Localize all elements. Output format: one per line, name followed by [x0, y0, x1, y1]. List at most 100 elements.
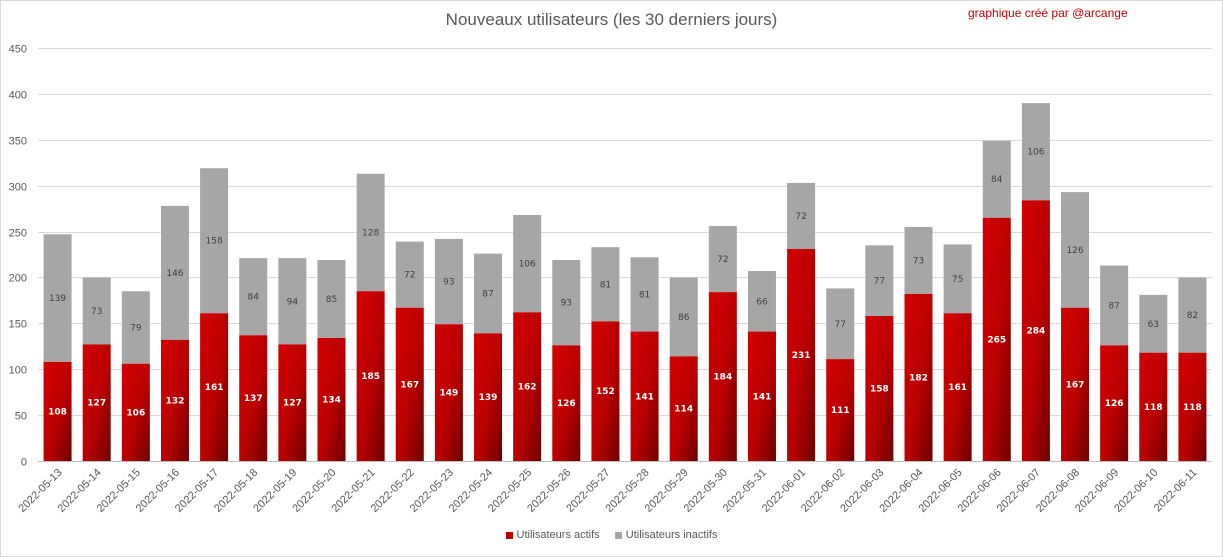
data-label-active: 182	[909, 373, 928, 383]
y-tick-label: 200	[9, 273, 27, 285]
data-label-inactive: 158	[206, 237, 223, 247]
data-label-inactive: 72	[404, 271, 415, 281]
data-label-active: 118	[1183, 403, 1202, 413]
data-label-inactive: 75	[952, 275, 963, 285]
data-label-inactive: 84	[248, 293, 260, 303]
bar-inactive	[160, 205, 189, 340]
data-label-inactive: 81	[639, 290, 650, 300]
data-label-inactive: 79	[130, 323, 142, 333]
bar-active	[669, 356, 698, 461]
bar-inactive	[239, 258, 268, 336]
data-label-inactive: 77	[835, 320, 846, 330]
bar-inactive	[1139, 294, 1168, 353]
legend-item-inactive: Utilisateurs inactifs	[614, 529, 718, 541]
bar-inactive	[982, 140, 1011, 218]
bar-active	[1139, 352, 1168, 461]
bar-active	[747, 331, 776, 461]
bar-active	[43, 361, 72, 461]
bar-active	[1178, 352, 1207, 461]
bar-inactive	[630, 257, 659, 332]
bar-inactive	[395, 241, 424, 308]
data-label-active: 118	[1144, 403, 1163, 413]
data-label-inactive: 106	[1027, 148, 1044, 158]
bar-inactive	[1100, 265, 1129, 346]
bar-active	[474, 333, 503, 461]
data-label-inactive: 63	[1148, 320, 1159, 330]
bar-inactive	[43, 234, 72, 362]
bar-inactive	[121, 291, 150, 364]
bar-inactive	[904, 226, 933, 294]
y-tick-label: 100	[9, 365, 27, 377]
legend-item-active: Utilisateurs actifs	[505, 529, 600, 541]
legend-swatch-active	[505, 531, 513, 539]
bar-inactive	[1178, 277, 1207, 353]
data-label-active: 139	[479, 393, 498, 403]
data-label-inactive: 73	[913, 256, 924, 266]
bar-inactive	[513, 215, 542, 313]
bar-inactive	[669, 277, 698, 357]
data-label-inactive: 81	[600, 280, 611, 290]
data-label-active: 167	[1066, 380, 1085, 390]
data-label-active: 141	[753, 392, 772, 402]
bar-active	[630, 331, 659, 461]
data-label-inactive: 85	[326, 295, 337, 305]
legend-label-active: Utilisateurs actifs	[516, 529, 600, 541]
data-label-active: 132	[166, 396, 185, 406]
bar-inactive	[708, 226, 737, 293]
bar-active	[395, 307, 424, 461]
bar-inactive	[943, 244, 972, 314]
y-tick-label: 50	[15, 411, 27, 423]
chart-credit-annotation: graphique créé par @arcange	[968, 6, 1128, 20]
legend-swatch-inactive	[614, 531, 622, 539]
y-tick-label: 450	[9, 44, 27, 56]
data-label-inactive: 87	[482, 290, 493, 300]
data-label-inactive: 106	[519, 260, 536, 270]
data-label-active: 141	[635, 392, 654, 402]
bar-inactive	[826, 288, 855, 360]
data-label-active: 127	[283, 399, 302, 409]
bar-inactive	[865, 245, 894, 316]
data-label-active: 149	[440, 389, 459, 399]
data-label-active: 231	[792, 351, 811, 361]
bar-active	[434, 324, 463, 461]
bar-active	[708, 292, 737, 461]
data-label-inactive: 77	[874, 277, 885, 287]
bar-active	[82, 344, 111, 461]
data-label-inactive: 93	[561, 299, 572, 309]
chart-title: Nouveaux utilisateurs (les 30 derniers j…	[445, 10, 778, 29]
bar-inactive	[200, 168, 229, 314]
data-label-active: 284	[1027, 327, 1046, 337]
data-label-inactive: 73	[91, 307, 102, 317]
data-label-inactive: 94	[287, 297, 299, 307]
data-label-inactive: 126	[1066, 246, 1083, 256]
data-label-active: 106	[126, 408, 145, 418]
data-label-active: 167	[400, 380, 419, 390]
bar-inactive	[82, 277, 111, 345]
data-label-inactive: 87	[1108, 301, 1119, 311]
bar-active	[591, 321, 620, 461]
data-label-active: 127	[87, 399, 106, 409]
bar-active	[278, 344, 307, 461]
data-label-active: 111	[831, 406, 850, 416]
data-label-inactive: 146	[166, 269, 183, 279]
data-label-active: 184	[713, 373, 732, 383]
data-label-active: 152	[596, 387, 615, 397]
bar-inactive	[787, 182, 816, 249]
bar-active	[552, 345, 581, 461]
bar-active	[239, 335, 268, 461]
data-label-inactive: 72	[717, 255, 728, 265]
bar-inactive	[552, 260, 581, 346]
y-tick-label: 250	[9, 228, 27, 240]
bar-active	[1021, 200, 1050, 461]
data-label-active: 134	[322, 396, 341, 406]
chart-legend: Utilisateurs actifs Utilisateurs inactif…	[0, 529, 1223, 542]
data-label-inactive: 93	[443, 278, 454, 288]
y-tick-label: 350	[9, 136, 27, 148]
data-label-inactive: 66	[756, 297, 768, 307]
data-label-active: 265	[987, 335, 1006, 345]
legend-label-inactive: Utilisateurs inactifs	[625, 529, 718, 541]
bar-inactive	[1021, 103, 1050, 201]
bar-active	[904, 293, 933, 461]
data-label-active: 114	[674, 405, 693, 415]
